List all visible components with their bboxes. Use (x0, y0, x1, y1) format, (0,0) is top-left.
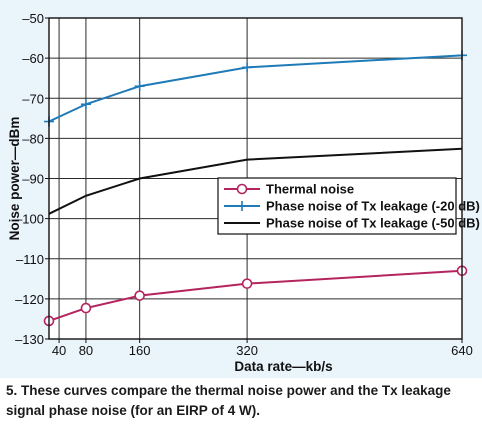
legend-marker (236, 183, 248, 195)
y-axis-title: Noise power—dBm (7, 117, 22, 241)
legend-label-1: Thermal noise (266, 182, 354, 197)
data-point (134, 290, 145, 301)
y-tick-label: –50 (22, 11, 44, 26)
axes: –50 –60 –70 –80 –90 –100 –110 –120 –130 40 80 160 32… (7, 11, 473, 374)
data-point (242, 62, 253, 73)
x-tick-label: 640 (451, 343, 473, 358)
legend-label-3: Phase noise of Tx leakage (-50 dB) (266, 216, 480, 231)
x-tick-label: 80 (79, 343, 93, 358)
data-point (80, 302, 92, 314)
data-point (241, 278, 253, 289)
x-axis-title: Data rate—kb/s (234, 359, 332, 374)
y-tick-label: –100 (15, 212, 44, 227)
legend-label-2: Phase noise of Tx leakage (-20 dB) (266, 199, 480, 214)
y-tick-label: –90 (22, 172, 44, 187)
y-tick-label: –120 (15, 292, 44, 307)
data-point (134, 81, 145, 92)
line-chart: –50 –60 –70 –80 –90 –100 –110 –120 –130 40 80 160 32… (7, 11, 480, 374)
x-tick-label: 320 (236, 343, 258, 358)
y-tick-label: –80 (22, 131, 44, 146)
chart-figure: –50 –60 –70 –80 –90 –100 –110 –120 –130 40 80 160 32… (0, 0, 482, 378)
y-tick-label: –60 (22, 51, 44, 66)
figure-caption: 5. These curves compare the thermal nois… (6, 383, 451, 418)
x-tick-label: 160 (129, 343, 151, 358)
y-tick-label: –70 (22, 91, 44, 106)
legend: Thermal noise Phase noise of Tx leakage (… (217, 177, 480, 235)
series-layer (43, 50, 468, 327)
data-point (80, 99, 91, 110)
y-tick-label: –110 (16, 252, 44, 267)
series-line-3 (48, 147, 463, 215)
x-tick-label: 40 (52, 343, 66, 358)
y-tick-label: –130 (15, 332, 44, 347)
